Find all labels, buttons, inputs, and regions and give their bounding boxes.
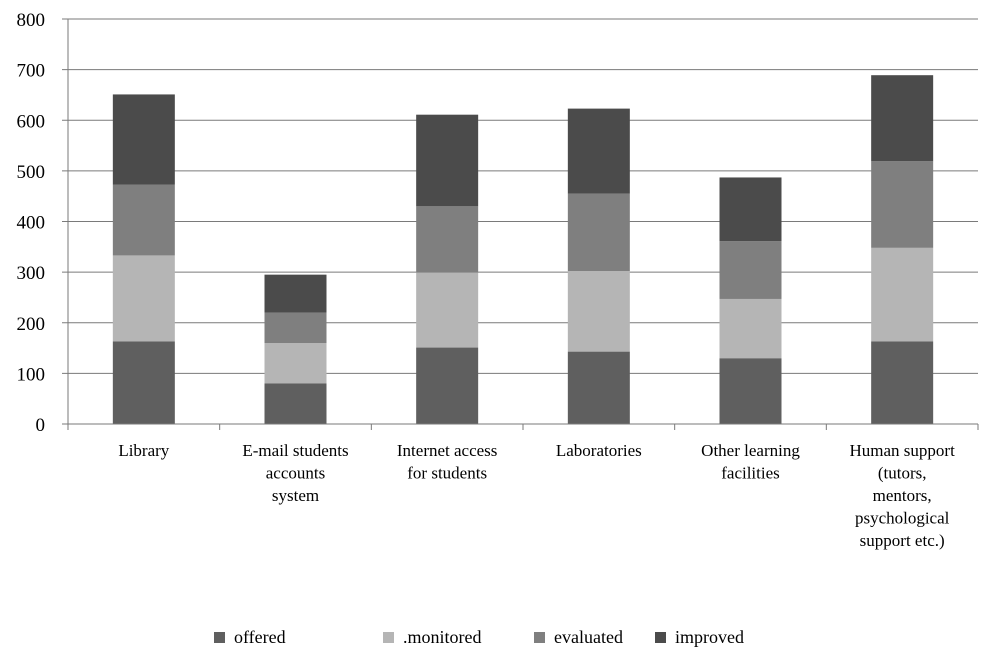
- bar-offered-2: [416, 347, 479, 424]
- category-label-line: Other learning: [701, 441, 800, 460]
- legend-swatch-offered: [214, 632, 225, 643]
- legend-item-evaluated: evaluated: [534, 627, 623, 647]
- bar-offered-3: [567, 351, 630, 424]
- y-tick-label-300: 300: [17, 263, 46, 284]
- y-tick-label-600: 600: [17, 111, 46, 132]
- y-axis-tick-labels: 0 100 200 300 400 500 600 700 800: [17, 10, 46, 436]
- y-tick-label-0: 0: [36, 415, 46, 436]
- legend-item-improved: improved: [655, 627, 744, 647]
- bar-offered-1: [264, 383, 327, 424]
- bar-evaluated-2: [416, 206, 479, 273]
- category-label-0: Library: [118, 441, 169, 460]
- bar-improved-1: [264, 274, 327, 313]
- legend-item-offered: offered: [214, 627, 286, 647]
- bar-monitored-5: [871, 247, 934, 342]
- category-label-line: Human support: [850, 441, 956, 460]
- category-label-5: Human support (tutors, mentors, psychologic…: [850, 441, 956, 550]
- legend: offered .monitored evaluated improved: [214, 627, 744, 647]
- bar-evaluated-5: [871, 161, 934, 248]
- bar-monitored-1: [264, 343, 327, 384]
- legend-label-evaluated: evaluated: [554, 627, 623, 647]
- y-tick-label-700: 700: [17, 61, 46, 82]
- gridlines: [68, 18, 978, 374]
- bar-improved-3: [567, 108, 630, 194]
- bar-evaluated-3: [567, 193, 630, 272]
- category-label-line: E-mail students: [242, 441, 348, 460]
- legend-swatch-improved: [655, 632, 666, 643]
- bar-evaluated-0: [112, 184, 175, 256]
- bars: [112, 75, 934, 424]
- y-tick-label-100: 100: [17, 364, 46, 385]
- category-label-1: E-mail students accounts system: [242, 441, 348, 505]
- legend-label-monitored: .monitored: [403, 627, 482, 647]
- category-label-line: Laboratories: [556, 441, 642, 460]
- y-tick-label-200: 200: [17, 314, 46, 335]
- y-tick-label-500: 500: [17, 162, 46, 183]
- legend-swatch-evaluated: [534, 632, 545, 643]
- bar-improved-2: [416, 114, 479, 207]
- category-label-line: psychological: [855, 509, 950, 528]
- legend-swatch-monitored: [383, 632, 394, 643]
- y-tick-label-800: 800: [17, 10, 46, 31]
- x-axis-category-labels: Library E-mail students accounts system Inte…: [118, 441, 955, 550]
- category-label-line: (tutors,: [878, 464, 927, 483]
- category-label-3: Laboratories: [556, 441, 642, 460]
- y-tick-label-400: 400: [17, 213, 46, 234]
- bar-improved-4: [719, 177, 782, 242]
- axes: [62, 18, 979, 430]
- bar-monitored-0: [112, 255, 175, 342]
- category-label-4: Other learning facilities: [701, 441, 800, 483]
- category-label-line: Library: [118, 441, 169, 460]
- bar-improved-5: [871, 75, 934, 162]
- bar-offered-4: [719, 358, 782, 424]
- bar-monitored-3: [567, 271, 630, 352]
- category-label-line: support etc.): [860, 531, 945, 550]
- legend-label-offered: offered: [234, 627, 286, 647]
- bar-offered-5: [871, 341, 934, 424]
- category-label-line: mentors,: [873, 486, 932, 505]
- category-label-line: facilities: [721, 464, 780, 483]
- bar-improved-0: [112, 94, 175, 185]
- bar-monitored-4: [719, 298, 782, 359]
- category-label-line: for students: [407, 464, 487, 483]
- bar-evaluated-4: [719, 241, 782, 299]
- legend-label-improved: improved: [675, 627, 744, 647]
- category-label-line: accounts: [266, 464, 325, 483]
- legend-item-monitored: .monitored: [383, 627, 482, 647]
- bar-offered-0: [112, 341, 175, 424]
- bar-evaluated-1: [264, 312, 327, 343]
- category-label-line: Internet access: [397, 441, 498, 460]
- category-label-2: Internet access for students: [397, 441, 498, 483]
- category-label-line: system: [272, 486, 319, 505]
- bar-monitored-2: [416, 272, 479, 348]
